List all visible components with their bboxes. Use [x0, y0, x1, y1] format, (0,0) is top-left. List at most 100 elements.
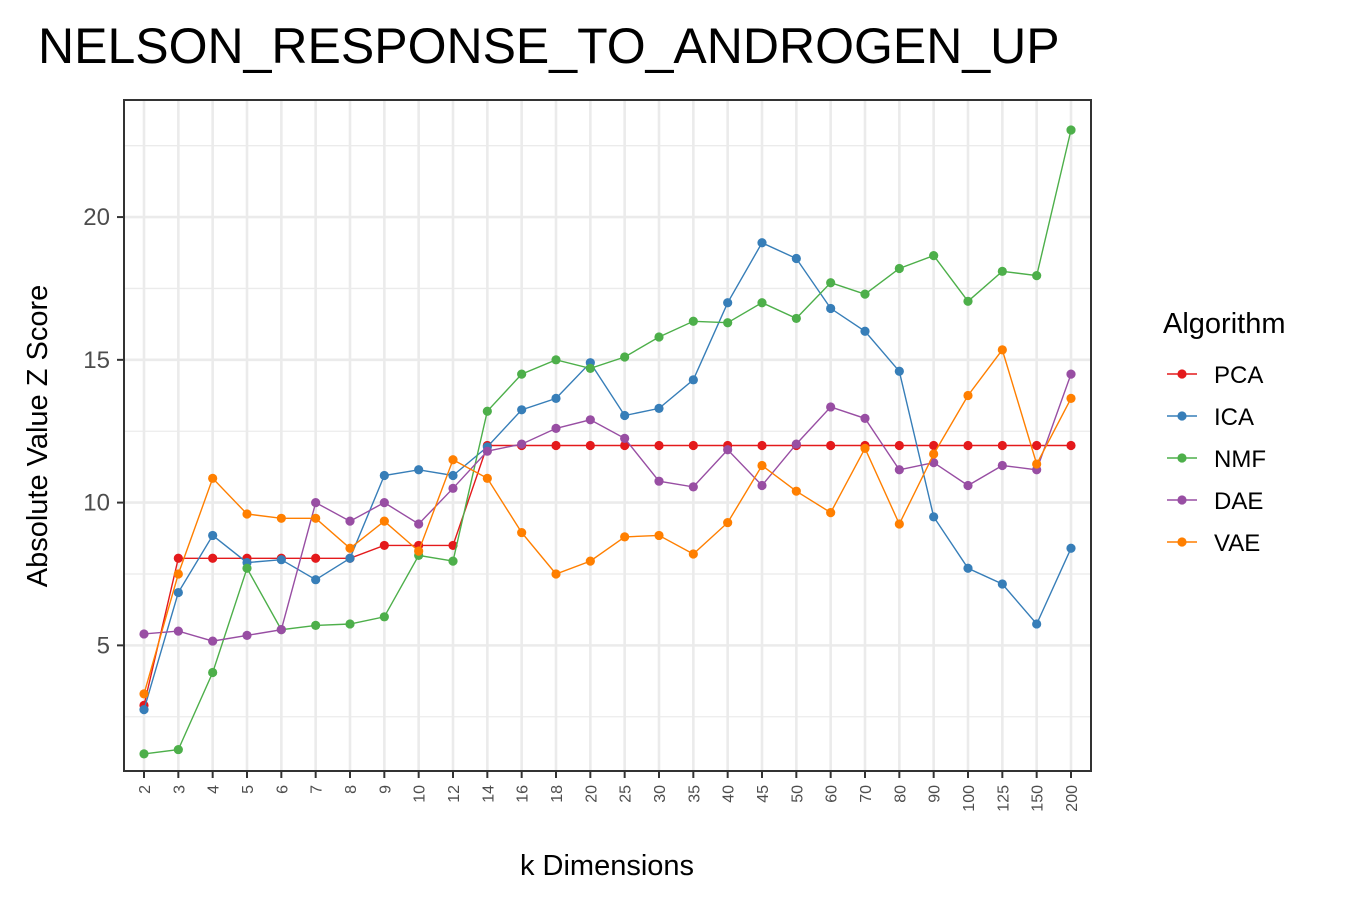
data-point-vae	[173, 569, 183, 579]
legend-label-ica: ICA	[1214, 404, 1254, 431]
legend-key-point-pca	[1177, 369, 1187, 379]
data-point-dae	[688, 482, 698, 492]
data-point-pca	[551, 440, 561, 451]
x-tick-label: 50	[789, 785, 806, 803]
data-point-ica	[826, 303, 836, 314]
data-point-dae	[963, 480, 973, 491]
data-point-dae	[997, 460, 1007, 471]
data-point-dae	[826, 402, 836, 412]
data-point-nmf	[1066, 125, 1076, 135]
data-point-ica	[173, 587, 183, 598]
data-point-ica	[929, 512, 939, 522]
data-point-dae	[517, 439, 527, 449]
data-point-nmf	[723, 318, 733, 328]
data-point-dae	[791, 439, 801, 449]
legend-label-pca: PCA	[1214, 362, 1263, 389]
data-point-vae	[860, 443, 870, 453]
series-vae	[139, 345, 1076, 699]
data-point-dae	[173, 626, 183, 636]
data-point-nmf	[894, 263, 904, 274]
data-point-nmf	[242, 563, 252, 573]
data-point-dae	[139, 629, 149, 639]
x-tick-label: 18	[549, 785, 566, 803]
data-point-ica	[723, 298, 733, 308]
plot-area	[124, 100, 1091, 771]
data-point-nmf	[620, 352, 630, 362]
data-point-dae	[379, 498, 389, 508]
data-point-pca	[311, 553, 321, 563]
legend-item-vae: VAE	[1167, 530, 1260, 557]
data-point-nmf	[929, 251, 939, 261]
data-point-vae	[139, 689, 149, 699]
data-point-vae	[379, 516, 389, 526]
data-point-vae	[997, 345, 1007, 355]
data-point-nmf	[517, 369, 527, 379]
data-point-vae	[791, 486, 801, 496]
data-point-nmf	[860, 289, 870, 299]
data-point-nmf	[826, 278, 836, 288]
data-point-vae	[482, 473, 492, 483]
series-line-vae	[143, 348, 1072, 695]
data-point-vae	[517, 527, 527, 538]
x-tick-label: 5	[240, 785, 257, 794]
data-point-nmf	[139, 749, 149, 759]
data-point-vae	[620, 532, 630, 542]
data-point-pca	[208, 553, 218, 563]
legend-item-pca: PCA	[1167, 362, 1263, 389]
x-tick-label: 16	[515, 785, 532, 803]
data-point-dae	[585, 415, 595, 425]
x-tick-label: 40	[721, 785, 738, 803]
data-point-vae	[276, 513, 286, 523]
data-point-pca	[448, 540, 458, 551]
data-point-pca	[688, 440, 698, 451]
x-tick-label: 150	[1030, 785, 1047, 812]
data-point-dae	[448, 483, 458, 493]
data-point-vae	[723, 517, 733, 528]
data-point-dae	[757, 480, 767, 491]
x-tick-label: 4	[206, 785, 223, 794]
data-point-vae	[963, 390, 973, 401]
data-point-vae	[757, 460, 767, 471]
data-point-vae	[345, 543, 355, 553]
legend-label-dae: DAE	[1214, 488, 1263, 515]
data-point-ica	[379, 470, 389, 481]
legend-item-dae: DAE	[1167, 488, 1263, 515]
legend-key-point-ica	[1177, 411, 1187, 421]
data-point-vae	[242, 509, 252, 519]
data-point-vae	[1032, 459, 1042, 469]
data-point-pca	[620, 440, 630, 451]
legend: Algorithm PCA ICA NMF DAE VAE	[1163, 308, 1286, 557]
data-point-pca	[826, 440, 836, 451]
y-tick-label: 5	[97, 632, 110, 659]
data-point-ica	[894, 366, 904, 376]
data-point-dae	[311, 498, 321, 508]
plot-background	[124, 100, 1091, 771]
data-point-dae	[345, 516, 355, 526]
grid	[124, 100, 1091, 771]
series-dae	[139, 369, 1076, 646]
data-point-ica	[311, 575, 321, 585]
data-point-nmf	[379, 612, 389, 622]
data-point-nmf	[757, 298, 767, 308]
data-point-nmf	[448, 556, 458, 566]
data-point-nmf	[997, 266, 1007, 276]
data-point-dae	[414, 519, 424, 529]
x-tick-label: 125	[995, 785, 1012, 812]
data-point-vae	[311, 513, 321, 523]
x-tick-label: 6	[274, 785, 291, 794]
data-point-ica	[963, 563, 973, 573]
x-tick-label: 80	[892, 785, 909, 803]
data-point-ica	[139, 705, 149, 715]
y-tick-label: 10	[83, 490, 110, 517]
x-tick-label: 200	[1064, 785, 1081, 812]
data-point-vae	[929, 449, 939, 459]
x-tick-label: 10	[412, 785, 429, 803]
y-tick-label: 15	[83, 347, 110, 374]
data-point-vae	[585, 556, 595, 566]
data-point-ica	[688, 375, 698, 385]
data-point-ica	[997, 579, 1007, 589]
x-tick-label: 90	[927, 785, 944, 803]
data-point-nmf	[208, 667, 218, 678]
x-tick-label: 2	[137, 785, 154, 794]
